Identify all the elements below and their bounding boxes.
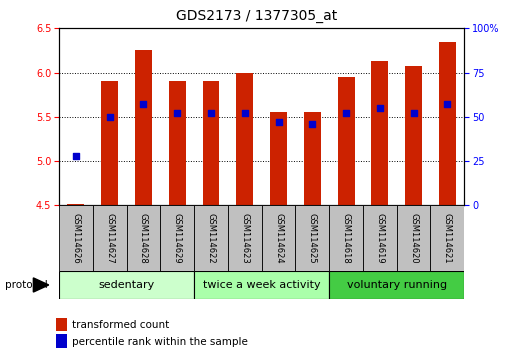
Bar — [329, 205, 363, 271]
Bar — [295, 205, 329, 271]
Text: GSM114619: GSM114619 — [376, 213, 384, 263]
Bar — [127, 205, 160, 271]
Text: GSM114622: GSM114622 — [206, 213, 215, 263]
Text: GSM114627: GSM114627 — [105, 213, 114, 263]
Point — [106, 114, 114, 120]
Point — [241, 110, 249, 116]
Bar — [56, 334, 67, 348]
Bar — [194, 205, 228, 271]
Text: GSM114624: GSM114624 — [274, 213, 283, 263]
Bar — [228, 205, 262, 271]
Text: GSM114621: GSM114621 — [443, 213, 452, 263]
Polygon shape — [33, 278, 49, 292]
Bar — [93, 205, 127, 271]
Bar — [270, 113, 287, 205]
Point — [443, 102, 451, 107]
Text: sedentary: sedentary — [98, 280, 154, 290]
Bar — [236, 73, 253, 205]
Bar — [160, 205, 194, 271]
Bar — [67, 204, 84, 205]
Point — [207, 110, 215, 116]
Text: GSM114625: GSM114625 — [308, 213, 317, 263]
Bar — [338, 77, 354, 205]
Text: GSM114629: GSM114629 — [173, 213, 182, 263]
Bar — [101, 81, 118, 205]
Bar — [59, 205, 93, 271]
Text: protocol: protocol — [5, 280, 48, 290]
Bar — [59, 271, 194, 299]
Text: GDS2173 / 1377305_at: GDS2173 / 1377305_at — [176, 9, 337, 23]
Bar — [363, 205, 397, 271]
Bar — [56, 318, 67, 331]
Bar — [329, 271, 464, 299]
Text: percentile rank within the sample: percentile rank within the sample — [72, 337, 247, 347]
Text: GSM114623: GSM114623 — [240, 213, 249, 263]
Bar — [169, 81, 186, 205]
Bar — [439, 42, 456, 205]
Text: twice a week activity: twice a week activity — [203, 280, 321, 290]
Point — [173, 110, 181, 116]
Point — [140, 102, 148, 107]
Bar — [135, 51, 152, 205]
Point — [376, 105, 384, 111]
Bar — [262, 205, 295, 271]
Bar — [194, 271, 329, 299]
Bar — [397, 205, 430, 271]
Bar — [371, 61, 388, 205]
Bar — [203, 81, 220, 205]
Text: GSM114620: GSM114620 — [409, 213, 418, 263]
Point — [409, 110, 418, 116]
Bar — [430, 205, 464, 271]
Text: GSM114628: GSM114628 — [139, 213, 148, 263]
Bar — [304, 113, 321, 205]
Text: voluntary running: voluntary running — [347, 280, 447, 290]
Bar — [405, 67, 422, 205]
Text: GSM114618: GSM114618 — [342, 213, 350, 263]
Point — [72, 153, 80, 159]
Point — [342, 110, 350, 116]
Text: transformed count: transformed count — [72, 320, 169, 330]
Point — [308, 121, 317, 127]
Point — [274, 119, 283, 125]
Text: GSM114626: GSM114626 — [71, 213, 81, 263]
